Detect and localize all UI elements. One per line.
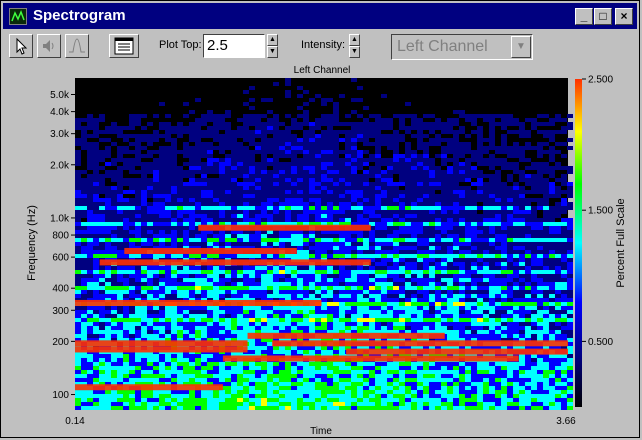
close-icon: ×	[620, 9, 628, 23]
x-end-label: 3.66	[556, 416, 576, 427]
pointer-icon	[16, 37, 28, 55]
chart-title: Left Channel	[294, 65, 351, 76]
speaker-tool-button[interactable]	[37, 34, 61, 58]
pointer-tool-button[interactable]	[9, 34, 33, 58]
channel-select-value: Left Channel	[397, 38, 488, 55]
y-axis: 5.0k 4.0k 3.0k 2.0k 1.0k 800 600 400 300 200 100	[50, 90, 75, 401]
plot-area: Left Channel 5.0k 4.0k 3.0k 2.0k 1.0k 800 600 4…	[3, 63, 637, 437]
intensity-label: Intensity:	[301, 39, 346, 51]
y-tick-label: 3.0k	[50, 129, 70, 140]
spectrogram-heatmap[interactable]	[75, 78, 573, 410]
colorbar-tick-label: 2.500	[588, 75, 613, 86]
close-button[interactable]: ×	[615, 8, 633, 25]
spectrogram-chart: Left Channel 5.0k 4.0k 3.0k 2.0k 1.0k 800 600 4…	[26, 65, 627, 437]
minimize-button[interactable]: _	[575, 8, 593, 25]
plot-top-up-arrow[interactable]: ▲	[267, 34, 278, 46]
title-bar[interactable]: Spectrogram _ □ ×	[3, 3, 637, 29]
y-tick-label: 600	[52, 253, 69, 264]
chevron-down-icon[interactable]: ▼	[511, 36, 531, 58]
panel-icon	[114, 37, 134, 55]
settings-tool-button[interactable]	[109, 34, 139, 58]
y-tick-label: 800	[52, 231, 69, 242]
y-tick-label: 5.0k	[50, 90, 70, 101]
waveform-icon	[69, 38, 85, 53]
minimize-icon: _	[580, 9, 588, 23]
y-tick-label: 300	[52, 306, 69, 317]
x-axis-label: Time	[310, 426, 332, 437]
colorbar	[575, 79, 582, 407]
y-tick-label: 100	[52, 390, 69, 401]
colorbar-label: Percent Full Scale	[615, 198, 627, 287]
colorbar-tick-label: 1.500	[588, 206, 613, 217]
y-axis-label: Frequency (Hz)	[26, 205, 38, 281]
intensity-up-arrow[interactable]: ▲	[349, 34, 360, 46]
plot-top-value: 2.5	[207, 37, 228, 54]
intensity-down-arrow[interactable]: ▼	[349, 46, 360, 58]
y-tick-label: 4.0k	[50, 107, 70, 118]
y-tick-label: 2.0k	[50, 160, 70, 171]
y-tick-label: 1.0k	[50, 213, 70, 224]
maximize-icon: □	[599, 9, 607, 23]
y-tick-label: 400	[52, 284, 69, 295]
plot-top-label: Plot Top:	[159, 39, 202, 51]
maximize-button[interactable]: □	[594, 8, 612, 25]
colorbar-tick-label: 0.500	[588, 337, 613, 348]
x-start-label: 0.14	[65, 416, 85, 427]
toolbar: Plot Top: 2.5 ▲ ▼ Intensity: ▲ ▼ Left Ch…	[3, 31, 637, 63]
y-tick-label: 200	[52, 337, 69, 348]
waveform-tool-button[interactable]	[65, 34, 89, 58]
colorbar-ticks: 2.500 1.500 0.500	[582, 75, 613, 348]
plot-top-down-arrow[interactable]: ▼	[267, 46, 278, 58]
window-title: Spectrogram	[33, 7, 126, 24]
plot-top-input[interactable]: 2.5	[203, 34, 265, 58]
channel-select[interactable]: Left Channel ▼	[391, 34, 533, 60]
app-icon[interactable]	[9, 8, 27, 25]
speaker-icon	[43, 40, 54, 52]
